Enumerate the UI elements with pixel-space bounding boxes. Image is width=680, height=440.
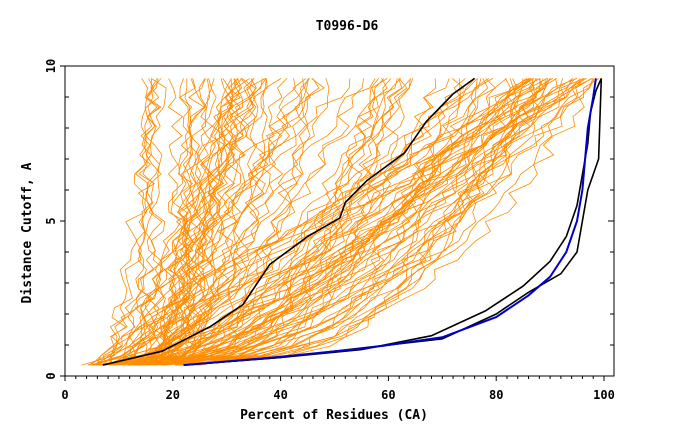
model-curve: [180, 78, 412, 366]
model-curve: [114, 78, 593, 366]
model-curve: [98, 78, 388, 366]
model-curve: [119, 78, 594, 366]
model-curve: [141, 78, 171, 366]
model-curve: [146, 78, 450, 366]
model-curve: [154, 78, 537, 366]
model-curve: [151, 78, 558, 366]
model-curve: [144, 78, 541, 366]
model-curve: [105, 78, 296, 366]
highlight-curve: [102, 77, 476, 366]
model-curve: [113, 78, 256, 366]
model-curve: [180, 78, 595, 366]
highlighted-model-curves: [102, 77, 603, 367]
y-axis-label: Distance Cutoff, A: [20, 162, 35, 303]
x-tick-label: 100: [593, 388, 615, 402]
model-curve: [196, 78, 478, 366]
highlight-curve: [183, 78, 597, 367]
model-curve: [140, 78, 330, 366]
y-tick-label: 0: [44, 372, 58, 379]
y-tick-label: 5: [44, 217, 58, 224]
model-curve: [102, 78, 585, 366]
chart-title: T0996-D6: [316, 19, 379, 34]
model-curve: [129, 78, 530, 366]
axis-ticks: 0 20 40 60 80 100 0 5 10: [44, 59, 615, 402]
background-model-curves: [81, 78, 600, 366]
model-curve: [182, 78, 564, 366]
model-curve: [121, 78, 167, 366]
y-tick-label: 10: [44, 59, 58, 73]
model-curve: [195, 78, 600, 366]
model-curve: [138, 78, 398, 366]
model-curve: [133, 78, 162, 366]
model-curve: [117, 78, 578, 366]
model-curve: [175, 78, 584, 366]
model-curve: [102, 78, 162, 366]
model-curve: [140, 78, 573, 366]
model-curve: [147, 78, 207, 366]
x-tick-label: 20: [166, 388, 180, 402]
model-curve: [128, 78, 576, 366]
model-curve: [90, 78, 476, 366]
model-curve: [87, 78, 392, 366]
model-curve: [181, 78, 234, 366]
model-curve: [142, 78, 325, 366]
model-curve: [88, 78, 376, 366]
model-curve: [187, 78, 408, 366]
model-curve: [149, 78, 307, 366]
model-curve: [134, 78, 532, 366]
model-curve: [101, 78, 365, 366]
model-curve: [140, 78, 232, 366]
model-curve: [180, 78, 592, 366]
model-curve: [149, 78, 234, 366]
model-curve: [92, 78, 538, 366]
model-curve: [91, 78, 309, 366]
model-curve: [144, 78, 166, 366]
model-curve: [103, 78, 236, 366]
model-curve: [142, 78, 544, 366]
x-tick-label: 40: [273, 388, 287, 402]
model-curve: [143, 78, 530, 366]
model-curve: [127, 78, 551, 366]
model-curve: [108, 78, 255, 366]
model-curve: [167, 78, 193, 366]
x-tick-label: 0: [61, 388, 68, 402]
x-tick-label: 60: [381, 388, 395, 402]
model-curve: [165, 78, 461, 366]
x-tick-label: 80: [489, 388, 503, 402]
model-curve: [154, 78, 557, 366]
model-curve: [102, 78, 351, 366]
model-curve: [108, 78, 553, 366]
x-axis-label: Percent of Residues (CA): [240, 408, 428, 423]
